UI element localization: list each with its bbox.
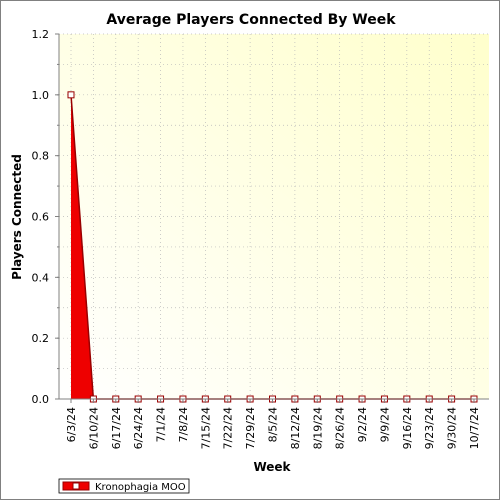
y-axis-ticks: 0.0 0.2 0.4 0.6 0.8 1.0 1.2 (32, 28, 59, 406)
x-tick-label: 9/9/24 (378, 407, 391, 442)
x-tick-label: 9/23/24 (423, 407, 436, 449)
y-axis-label: Players Connected (10, 154, 24, 280)
y-tick-label: 1.0 (32, 89, 50, 102)
y-tick-label: 1.2 (32, 28, 50, 41)
x-tick-label: 6/10/24 (87, 407, 100, 449)
legend-box (58, 478, 190, 494)
legend-marker (72, 482, 80, 490)
x-tick-label: 7/8/24 (177, 407, 190, 442)
x-tick-label: 7/1/24 (155, 407, 168, 442)
legend: Kronophagia MOO (58, 478, 190, 494)
x-tick-label: 9/30/24 (446, 407, 459, 449)
x-tick-label: 8/26/24 (334, 407, 347, 449)
legend-series-name: Kronophagia MOO (95, 482, 186, 493)
y-tick-label: 0.2 (32, 332, 50, 345)
x-tick-label: 9/16/24 (401, 407, 414, 449)
x-tick-label: 8/12/24 (289, 407, 302, 449)
y-tick-label: 0.4 (32, 271, 50, 284)
y-tick-label: 0.6 (32, 211, 50, 224)
x-tick-label: 6/17/24 (110, 407, 123, 449)
x-tick-label: 8/5/24 (267, 407, 280, 442)
x-tick-label: 7/29/24 (244, 407, 257, 449)
x-tick-label: 7/22/24 (222, 407, 235, 449)
chart-title: Average Players Connected By Week (106, 12, 396, 28)
data-point (67, 91, 75, 99)
x-axis-label: Week (253, 460, 291, 474)
x-tick-label: 7/15/24 (199, 407, 212, 449)
grid-lines (59, 33, 489, 400)
x-tick-label: 6/24/24 (132, 407, 145, 449)
x-tick-label: 6/3/24 (65, 407, 78, 442)
x-tick-label: 9/2/24 (356, 407, 369, 442)
x-tick-label: 8/19/24 (311, 407, 324, 449)
y-tick-label: 0.0 (32, 393, 50, 406)
x-axis-ticks: 6/3/24 6/10/24 6/17/24 6/24/24 7/1/24 7/8/24 7… (65, 399, 481, 449)
y-tick-label: 0.8 (32, 150, 50, 163)
x-tick-label: 10/7/24 (468, 407, 481, 449)
plot-area (59, 34, 489, 399)
